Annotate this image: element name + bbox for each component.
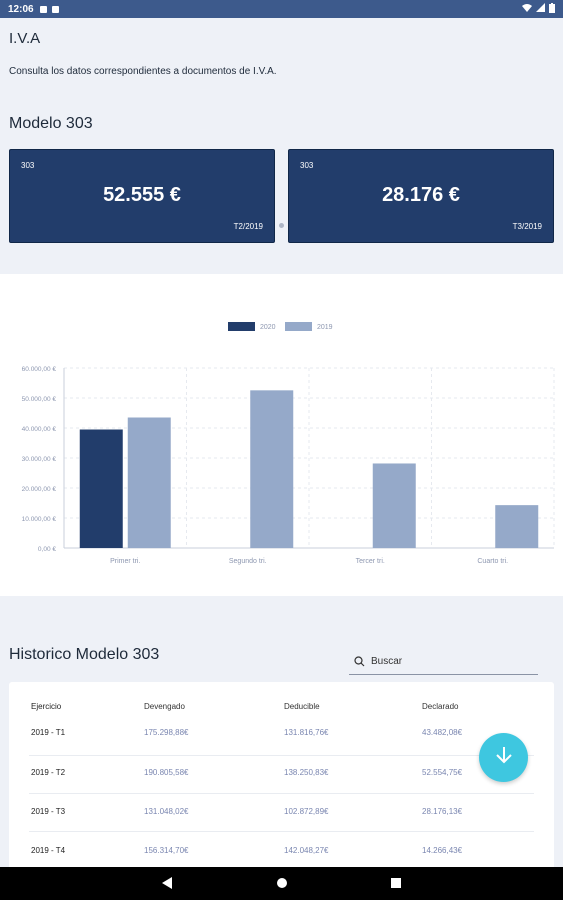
cell-ejercicio: 2019 - T3	[31, 807, 66, 816]
scroll-down-button[interactable]	[479, 733, 528, 782]
search-field[interactable]	[349, 648, 538, 675]
legend-label: 2020	[260, 324, 276, 331]
row-divider	[29, 793, 534, 794]
card-period: T3/2019	[512, 222, 542, 231]
cell-deducible: 131.816,76€	[284, 728, 329, 737]
cell-deducible: 142.048,27€	[284, 846, 329, 855]
page-title: I.V.A	[9, 30, 41, 47]
status-time: 12:06	[8, 3, 34, 15]
column-header: Deducible	[284, 702, 320, 711]
legend-label: 2019	[317, 324, 333, 331]
card-amount: 52.555 €	[103, 184, 181, 206]
column-header: Devengado	[144, 702, 185, 711]
cell-devengado: 131.048,02€	[144, 807, 189, 816]
cell-ejercicio: 2019 - T4	[31, 846, 66, 855]
search-icon	[349, 655, 369, 667]
y-tick-label: 40.000,00 €	[22, 426, 57, 433]
cell-declarado: 43.482,08€	[422, 728, 463, 737]
cell-deducible: 102.872,89€	[284, 807, 329, 816]
summary-card[interactable]: 303 52.555 € T2/2019	[9, 149, 275, 243]
carousel-indicator	[279, 223, 284, 228]
legend-swatch	[228, 322, 255, 331]
signal-icon	[536, 3, 545, 15]
x-tick-label: Segundo tri.	[229, 558, 267, 565]
row-divider	[29, 755, 534, 756]
cell-ejercicio: 2019 - T1	[31, 728, 66, 737]
summary-card[interactable]: 303 28.176 € T3/2019	[288, 149, 554, 243]
cell-ejercicio: 2019 - T2	[31, 768, 66, 777]
column-header: Ejercicio	[31, 702, 62, 711]
card-period: T2/2019	[233, 222, 263, 231]
history-table: Ejercicio Devengado Deducible Declarado …	[9, 682, 554, 882]
y-tick-label: 0,00 €	[38, 546, 56, 553]
chart-panel: 0,00 € 10.000,00 € 20.000,00 € 30.000,00 € 4…	[0, 274, 563, 596]
bar	[372, 463, 416, 548]
x-tick-label: Tercer tri.	[356, 558, 385, 565]
bar	[79, 429, 123, 548]
bar	[250, 390, 294, 548]
cell-declarado: 14.266,43€	[422, 846, 463, 855]
navigation-bar	[0, 867, 563, 900]
history-title: Historico Modelo 303	[9, 646, 160, 663]
y-tick-label: 20.000,00 €	[22, 486, 57, 493]
back-icon[interactable]	[160, 876, 174, 895]
section-title-modelo-303: Modelo 303	[9, 115, 93, 132]
bar	[495, 505, 539, 548]
column-header: Declarado	[422, 702, 459, 711]
cell-devengado: 156.314,70€	[144, 846, 189, 855]
row-divider	[29, 831, 534, 832]
bar	[127, 417, 171, 548]
arrow-down-icon	[494, 745, 514, 770]
sd-card-icon	[51, 5, 59, 13]
cell-devengado: 190.805,58€	[144, 768, 189, 777]
table-row[interactable]: 2019 - T1 175.298,88€ 131.816,76€ 43.482…	[9, 718, 554, 756]
card-label: 303	[21, 161, 35, 170]
cell-devengado: 175.298,88€	[144, 728, 189, 737]
y-tick-label: 50.000,00 €	[22, 396, 57, 403]
bar-chart: 0,00 € 10.000,00 € 20.000,00 € 30.000,00 € 4…	[22, 322, 555, 565]
battery-icon	[549, 2, 555, 16]
table-header: Ejercicio Devengado Deducible Declarado	[9, 702, 554, 716]
table-row[interactable]: 2019 - T4 156.314,70€ 142.048,27€ 14.266…	[9, 832, 554, 870]
table-row[interactable]: 2019 - T2 190.805,58€ 138.250,83€ 52.554…	[9, 756, 554, 794]
recents-icon[interactable]	[389, 876, 403, 895]
status-bar: 12:06	[0, 0, 563, 18]
card-label: 303	[300, 161, 314, 170]
x-tick-label: Cuarto tri.	[477, 558, 508, 565]
notification-icon	[39, 5, 47, 13]
x-tick-label: Primer tri.	[110, 558, 140, 565]
legend-swatch	[285, 322, 312, 331]
y-tick-label: 10.000,00 €	[22, 516, 57, 523]
search-input[interactable]	[369, 655, 529, 667]
y-tick-label: 30.000,00 €	[22, 456, 57, 463]
page-subtitle: Consulta los datos correspondientes a do…	[9, 66, 277, 77]
cell-deducible: 138.250,83€	[284, 768, 329, 777]
cell-declarado: 28.176,13€	[422, 807, 463, 816]
y-tick-label: 60.000,00 €	[22, 366, 57, 373]
wifi-icon	[522, 3, 532, 15]
cell-declarado: 52.554,75€	[422, 768, 463, 777]
table-row[interactable]: 2019 - T3 131.048,02€ 102.872,89€ 28.176…	[9, 794, 554, 832]
home-icon[interactable]	[275, 876, 289, 895]
card-amount: 28.176 €	[382, 184, 460, 206]
